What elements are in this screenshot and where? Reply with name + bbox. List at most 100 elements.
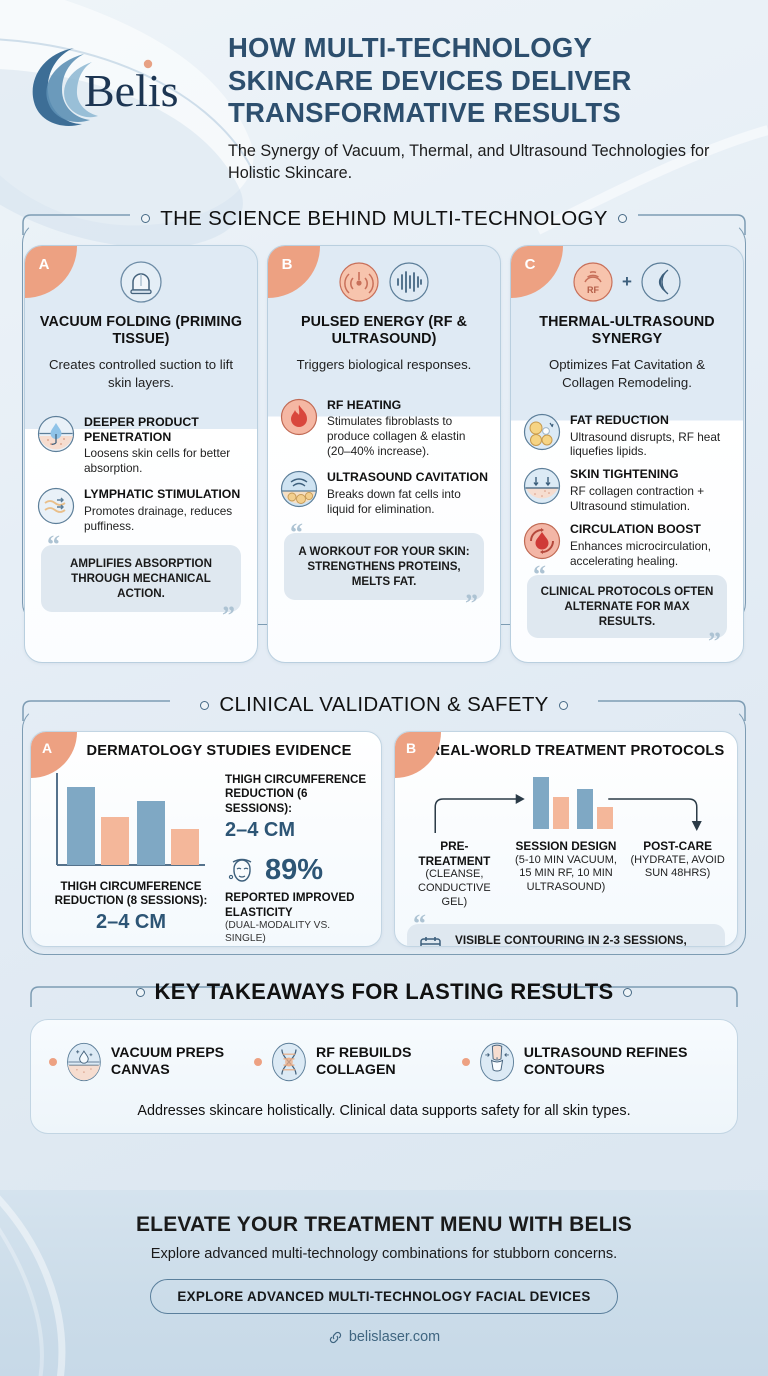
quote-text: A WORKOUT FOR YOUR SKIN: STRENGTHENS PRO… (298, 544, 470, 589)
card-b-icons (280, 259, 488, 305)
step-label: SESSION DESIGN (515, 839, 617, 853)
protocol-step-2: POST-CARE (HYDRATE, AVOID SUN 48HRS) (628, 839, 727, 910)
chart-caption-value: 2–4 CM (95, 910, 167, 933)
explore-devices-button[interactable]: EXPLORE ADVANCED MULTI-TECHNOLOGY FACIAL… (150, 1279, 618, 1314)
quote-text: CLINICAL PROTOCOLS OFTEN ALTERNATE FOR M… (540, 584, 714, 628)
step-sub: (CLEANSE, CONDUCTIVE GEL) (418, 868, 491, 908)
droplet-skin-icon (37, 415, 75, 458)
takeaway-label: RF REBUILDS COLLAGEN (316, 1044, 412, 1078)
card-a-desc: Creates controlled suction to lift skin … (49, 357, 233, 390)
feature-title: DEEPER PRODUCT PENETRATION (84, 414, 199, 444)
quote-open-icon: “ (290, 517, 303, 547)
takeaway-item-0[interactable]: VACUUM PREPS CANVAS (49, 1036, 248, 1088)
step-label: POST-CARE (643, 839, 713, 853)
belis-logo[interactable]: Belis (24, 26, 214, 132)
card-c-title: THERMAL-ULTRASOUND SYNERGY (539, 313, 715, 347)
dna-icon (272, 1042, 306, 1082)
feature-desc: RF collagen contraction + Ultrasound sti… (570, 484, 705, 514)
node-dot-left (135, 987, 145, 997)
step-label: PRE-TREATMENT (418, 839, 491, 868)
session-design-bar-chart (533, 777, 613, 829)
takeaway-label: ULTRASOUND REFINES CONTOURS (523, 1044, 688, 1078)
feature-title: SKIN TIGHTENING (570, 467, 679, 482)
quote-open-icon: “ (47, 529, 60, 559)
feature-desc: Breaks down fat cells into liquid for el… (327, 487, 461, 516)
card-a-icons (37, 259, 245, 305)
rf-signal-icon (339, 261, 379, 302)
cavitation-icon (280, 470, 318, 513)
feature-desc: Loosens skin cells for better absorption… (84, 446, 231, 476)
section-science-heading: THE SCIENCE BEHIND MULTI-TECHNOLOGY (0, 207, 768, 231)
card-c-feature-2: CIRCULATION BOOST Enhances microcirculat… (523, 522, 731, 569)
feature-title: LYMPHATIC STIMULATION (84, 487, 241, 502)
card-c-quote: “ CLINICAL PROTOCOLS OFTEN ALTERNATE FOR… (527, 561, 727, 655)
chart-caption-label: THIGH CIRCUMFERENCE REDUCTION (8 SESSION… (54, 880, 208, 908)
section-takeaways: KEY TAKEAWAYS FOR LASTING RESULTS VACUUM… (0, 979, 768, 1134)
ultrasound-ripple-icon (641, 261, 681, 302)
fat-cells-icon (523, 413, 561, 456)
science-card-c[interactable]: C RF + THERMAL-ULTRASOUND SYNERGY (510, 244, 744, 663)
quote-text: VISIBLE CONTOURING IN 2-3 SESSIONS, FULL… (455, 932, 687, 947)
feature-title: RF HEATING (327, 397, 402, 412)
quote-close-icon: ” (222, 601, 235, 631)
takeaway-footnote: Addresses skincare holistically. Clinica… (137, 1103, 631, 1119)
takeaway-item-2[interactable]: ULTRASOUND REFINES CONTOURS (461, 1036, 719, 1088)
rf-badge-icon: RF (573, 261, 613, 302)
section-clinical-heading: CLINICAL VALIDATION & SAFETY (0, 693, 768, 717)
card-c-feature-1: SKIN TIGHTENING RF collagen contraction … (523, 467, 731, 514)
quote-open-icon: “ (413, 908, 426, 938)
vacuum-cup-icon (120, 260, 162, 303)
node-dot-right (623, 987, 633, 997)
node-dot-left (200, 700, 210, 710)
stat2-value: 89% (265, 853, 324, 886)
footer-title: ELEVATE YOUR TREATMENT MENU WITH BELIS (135, 1213, 633, 1236)
node-dot-left (141, 214, 151, 224)
page-header: Belis HOW MULTI-TECHNOLOGY SKINCARE DEVI… (0, 0, 768, 193)
clinical-panel-a[interactable]: A DERMATOLOGY STUDIES EVIDENCE THIGH CIR… (30, 731, 382, 947)
node-dot-right (617, 214, 627, 224)
card-c-desc: Optimizes Fat Cavitation & Collagen Remo… (548, 357, 706, 390)
clinical-panel-b[interactable]: B REAL-WORLD TREATMENT PROTOCOLS (394, 731, 738, 947)
stat2-sub: (DUAL-MODALITY VS. SINGLE) (225, 920, 331, 945)
stat1-label: THIGH CIRCUMFERENCE REDUCTION (6 SESSION… (225, 773, 367, 815)
section-clinical: CLINICAL VALIDATION & SAFETY A DERMATOLO… (0, 693, 768, 955)
card-b-feature-0: RF HEATING Stimulates fibroblasts to pro… (280, 398, 488, 460)
protocol-step-0: PRE-TREATMENT (CLEANSE, CONDUCTIVE GEL) (405, 839, 504, 910)
url-text: belislaser.com (348, 1329, 441, 1345)
blood-drop-icon (523, 522, 561, 565)
section-science: THE SCIENCE BEHIND MULTI-TECHNOLOGY A VA… (0, 207, 768, 663)
footer-url[interactable]: belislaser.com (0, 1329, 768, 1345)
section-takeaways-heading: KEY TAKEAWAYS FOR LASTING RESULTS (0, 979, 768, 1005)
card-b-quote: “ A WORKOUT FOR YOUR SKIN: STRENGTHENS P… (284, 519, 484, 617)
logo-mark-icon: Belis (32, 48, 179, 126)
card-a-feature-0: DEEPER PRODUCT PENETRATION Loosens skin … (37, 415, 245, 476)
card-b-feature-1: ULTRASOUND CAVITATION Breaks down fat ce… (280, 470, 488, 517)
bullet-dot (461, 1058, 470, 1066)
takeaway-item-1[interactable]: RF REBUILDS COLLAGEN (254, 1036, 455, 1088)
flame-icon (280, 398, 318, 441)
panel-b-title: REAL-WORLD TREATMENT PROTOCOLS (429, 743, 725, 759)
protocol-flow-arrows (434, 794, 702, 833)
droplet-sparkle-icon (67, 1042, 101, 1082)
card-c-icons: RF + (523, 259, 731, 305)
feature-desc: Ultrasound disrupts, RF heat liquefies l… (570, 429, 721, 459)
feature-title: FAT REDUCTION (570, 412, 669, 427)
feature-desc: Enhances microcirculation, accelerating … (570, 538, 711, 568)
calendar-clock-icon (420, 937, 441, 946)
quote-open-icon: “ (533, 559, 546, 589)
quote-close-icon: ” (465, 589, 478, 619)
flow-waves-icon (37, 487, 75, 530)
card-b-title: PULSED ENERGY (RF & ULTRASOUND) (300, 313, 468, 347)
bullet-dot (254, 1058, 263, 1066)
section-heading-text: KEY TAKEAWAYS FOR LASTING RESULTS (154, 979, 614, 1004)
feature-desc: Stimulates fibroblasts to produce collag… (327, 414, 466, 459)
quote-close-icon: ” (708, 627, 721, 656)
panel-b-quote: “ VISIBLE CONTOURING IN 2-3 SESSIONS, FU… (407, 910, 725, 947)
stat1-value: 2–4 CM (225, 819, 296, 842)
science-card-b[interactable]: B (267, 244, 501, 663)
plus-icon: + (622, 271, 632, 291)
feature-desc: Promotes drainage, reduces puffiness. (84, 503, 233, 533)
science-card-a[interactable]: A VACUUM FOLDING (PRIMING TISSUE) Create… (24, 244, 258, 663)
card-c-feature-0: FAT REDUCTION Ultrasound disrupts, RF he… (523, 413, 731, 460)
card-badge-b: B (268, 245, 320, 298)
